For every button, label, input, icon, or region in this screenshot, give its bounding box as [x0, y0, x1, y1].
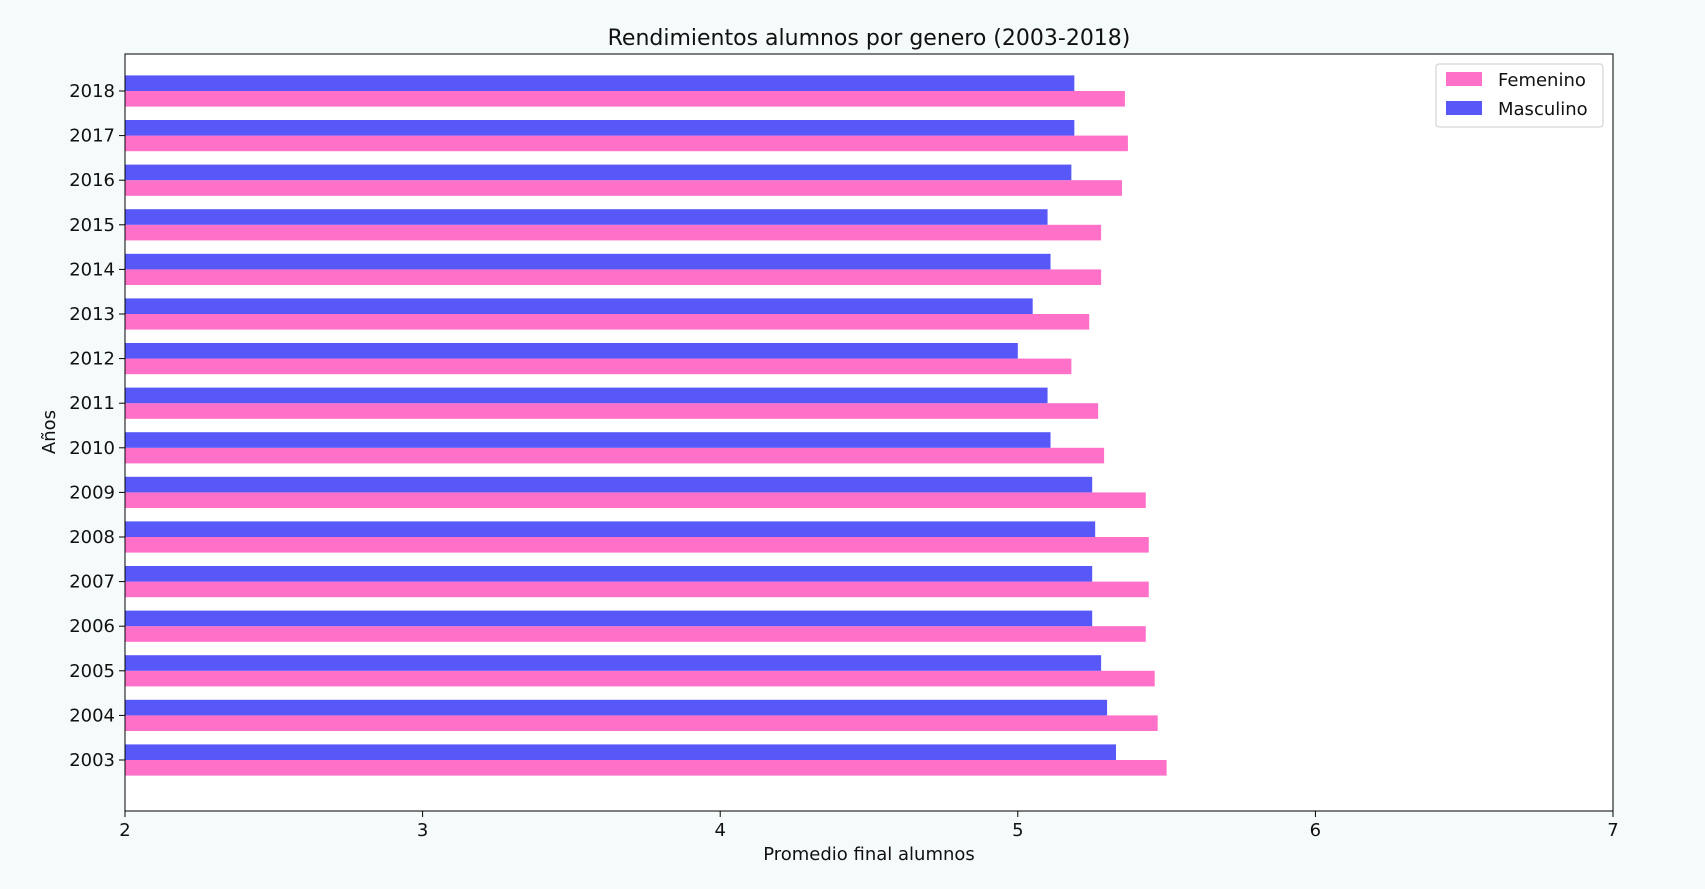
y-tick-label-2016: 2016: [69, 170, 115, 191]
bar-femenino-2018: [125, 91, 1125, 107]
y-tick-label-2015: 2015: [69, 215, 115, 236]
legend-label-femenino: Femenino: [1498, 70, 1586, 91]
legend-label-masculino: Masculino: [1498, 99, 1588, 120]
bars-group: [125, 75, 1167, 776]
bar-femenino-2010: [125, 447, 1105, 464]
y-tick-label-2006: 2006: [69, 616, 115, 637]
x-axis: 2 3 4 5 6 7: [119, 811, 1619, 841]
x-tick-label-4: 4: [714, 820, 725, 841]
legend: Femenino Masculino: [1435, 63, 1604, 128]
legend-swatch-masculino: [1446, 101, 1482, 115]
bar-femenino-2003: [125, 760, 1167, 776]
bar-femenino-2009: [125, 492, 1146, 508]
x-tick-label-6: 6: [1310, 820, 1321, 841]
bar-femenino-2011: [125, 403, 1099, 419]
chart-title: Rendimientos alumnos por genero (2003-20…: [608, 26, 1131, 51]
bar-masculino-2010: [125, 432, 1051, 448]
bar-masculino-2017: [125, 120, 1075, 136]
bar-masculino-2013: [125, 298, 1033, 314]
bar-masculino-2006: [125, 610, 1093, 627]
x-tick-label-3: 3: [417, 820, 428, 841]
bar-masculino-2014: [125, 253, 1051, 270]
bar-femenino-2015: [125, 224, 1102, 241]
x-tick-label-2: 2: [119, 820, 130, 841]
y-tick-label-2009: 2009: [69, 482, 115, 503]
bar-masculino-2016: [125, 164, 1072, 181]
bar-femenino-2008: [125, 537, 1149, 553]
y-tick-label-2012: 2012: [69, 349, 115, 370]
y-tick-label-2011: 2011: [69, 393, 115, 414]
plot-frame: [124, 53, 1614, 812]
bar-masculino-2012: [125, 343, 1018, 359]
bar-femenino-2005: [125, 670, 1155, 687]
y-tick-label-2018: 2018: [69, 81, 115, 102]
y-tick-label-2013: 2013: [69, 304, 115, 325]
bar-masculino-2015: [125, 209, 1048, 225]
bar-masculino-2009: [125, 476, 1093, 493]
bar-masculino-2003: [125, 744, 1117, 760]
bar-femenino-2006: [125, 626, 1146, 642]
bar-femenino-2012: [125, 358, 1072, 375]
y-tick-label-2017: 2017: [69, 126, 115, 147]
y-axis-label: Años: [39, 410, 60, 454]
legend-swatch-femenino: [1446, 72, 1482, 86]
bar-masculino-2005: [125, 655, 1102, 671]
y-tick-label-2014: 2014: [69, 259, 115, 280]
y-axis: 2003 2004 2005 2006 2007 2008 2009 2010 2011 2012…: [69, 81, 125, 771]
bar-femenino-2004: [125, 715, 1158, 731]
bar-masculino-2011: [125, 387, 1048, 404]
y-tick-label-2003: 2003: [69, 750, 115, 771]
x-tick-label-7: 7: [1607, 820, 1618, 841]
bar-masculino-2007: [125, 566, 1093, 582]
y-tick-label-2004: 2004: [69, 705, 115, 726]
x-tick-label-5: 5: [1012, 820, 1023, 841]
bar-femenino-2017: [125, 135, 1128, 152]
bar-femenino-2013: [125, 314, 1090, 330]
bar-masculino-2008: [125, 521, 1096, 537]
bar-femenino-2007: [125, 581, 1149, 598]
bar-masculino-2018: [125, 75, 1075, 91]
y-tick-label-2007: 2007: [69, 572, 115, 593]
x-axis-label: Promedio final alumnos: [763, 844, 975, 865]
y-tick-label-2010: 2010: [69, 438, 115, 459]
y-tick-label-2008: 2008: [69, 527, 115, 548]
bar-masculino-2004: [125, 699, 1108, 716]
y-tick-label-2005: 2005: [69, 661, 115, 682]
bar-femenino-2014: [125, 269, 1102, 285]
bar-femenino-2016: [125, 180, 1122, 196]
